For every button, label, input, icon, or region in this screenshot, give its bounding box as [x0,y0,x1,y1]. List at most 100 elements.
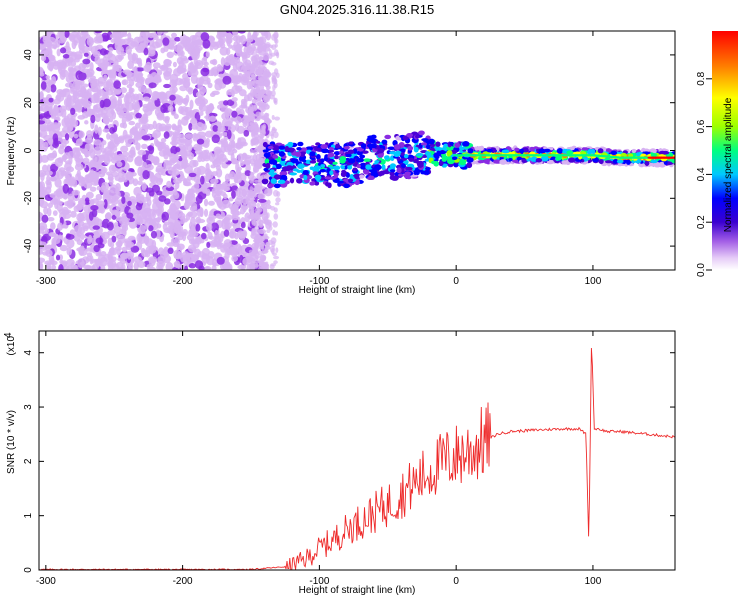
heatmap-cell [223,57,232,67]
heatmap-cell [45,84,52,93]
heatmap-cell [192,46,201,56]
heatmap-cell [200,232,207,240]
heatmap-cell [280,174,288,180]
heatmap-cell [187,211,193,217]
heatmap-cell [115,103,121,113]
x-tick-label: -200 [173,276,193,287]
heatmap-cell [289,177,295,184]
heatmap-cell [46,153,55,161]
heatmap-cell [360,143,367,149]
heatmap-cell [267,90,273,96]
heatmap-cell [244,170,252,177]
heatmap-cell [195,236,202,245]
heatmap-cell [158,195,167,202]
heatmap-cell [114,211,121,217]
heatmap-cell [249,148,254,154]
heatmap-cell [155,217,161,223]
heatmap-cell [275,247,279,253]
heatmap-cell [268,171,275,176]
heatmap-cell [220,132,229,137]
heatmap-cell [587,149,593,155]
heatmap-cell [174,260,181,269]
heatmap-cell [146,264,154,269]
heatmap-cell [228,171,236,180]
heatmap-cell [153,77,159,83]
heatmap-cell [136,58,141,65]
heatmap-cell [109,139,114,149]
heatmap-cell [213,68,218,77]
heatmap-cell [57,231,63,236]
heatmap-cell [71,147,80,153]
heatmap-cell [111,235,117,243]
heatmap-cell [64,31,70,38]
y-tick-label: 20 [23,97,34,109]
heatmap-cell [95,193,103,201]
heatmap-cell [254,179,260,183]
heatmap-cell [68,34,75,41]
heatmap-cell [155,122,163,133]
heatmap-cell [50,260,58,266]
heatmap-cell [141,161,147,169]
heatmap-cell [160,138,167,143]
heatmap-cell [90,82,98,93]
heatmap-cell [107,264,114,270]
heatmap-cell [97,126,102,136]
heatmap-cell [447,156,453,161]
snr-y-scale-text: (x10 [6,336,17,356]
heatmap-cell [383,169,390,175]
heatmap-cell [146,102,155,111]
heatmap-cell [228,54,235,59]
heatmap-cell [56,169,64,180]
heatmap-cell [450,149,458,154]
heatmap-cell [160,104,168,114]
heatmap-cell [555,155,562,161]
heatmap-cell [65,166,75,173]
heatmap-cell [39,90,44,100]
heatmap-cell [148,225,154,232]
heatmap-cell [69,52,76,57]
heatmap-cell [257,250,263,256]
heatmap-cell [166,180,172,188]
heatmap-cell [249,212,255,219]
heatmap-cell [486,148,493,153]
colorbar-gradient [712,31,738,270]
heatmap-cell [120,223,129,229]
heatmap-cell [204,267,211,270]
heatmap-cell [265,113,270,117]
heatmap-cell [272,131,279,139]
heatmap-cell [583,156,589,161]
x-tick-label: 100 [585,276,602,287]
heatmap-cell [115,240,123,248]
heatmap-cell [397,173,404,177]
heatmap-cell [210,222,219,233]
heatmap-cell [90,205,99,211]
heatmap-cell [226,38,232,43]
heatmap-cell [257,60,263,65]
heatmap-cell [119,253,129,259]
heatmap-cell [320,164,326,168]
heatmap-cell [136,192,141,203]
heatmap-cell [201,247,210,256]
snr-frame [38,330,676,571]
heatmap-cell [119,122,125,128]
spectrogram-y-axis-label: Frequency (Hz) [6,117,17,186]
heatmap-cell [148,190,155,197]
heatmap-cell [268,159,277,165]
heatmap-cell [262,141,268,148]
heatmap-cell [127,60,134,69]
heatmap-cell [87,108,94,115]
heatmap-cell [251,64,257,69]
heatmap-cell [267,118,271,123]
heatmap-cell [40,104,49,112]
heatmap-cell [223,229,230,237]
heatmap-cell [76,170,81,178]
heatmap-cell [263,167,269,172]
heatmap-cell [403,153,409,159]
y-tick-label: 4 [23,350,34,356]
heatmap-cell [209,92,216,98]
heatmap-cell [226,129,232,140]
heatmap-cell [133,256,142,263]
heatmap-cell [142,170,150,180]
heatmap-cell [39,120,46,125]
heatmap-cell [254,117,261,122]
